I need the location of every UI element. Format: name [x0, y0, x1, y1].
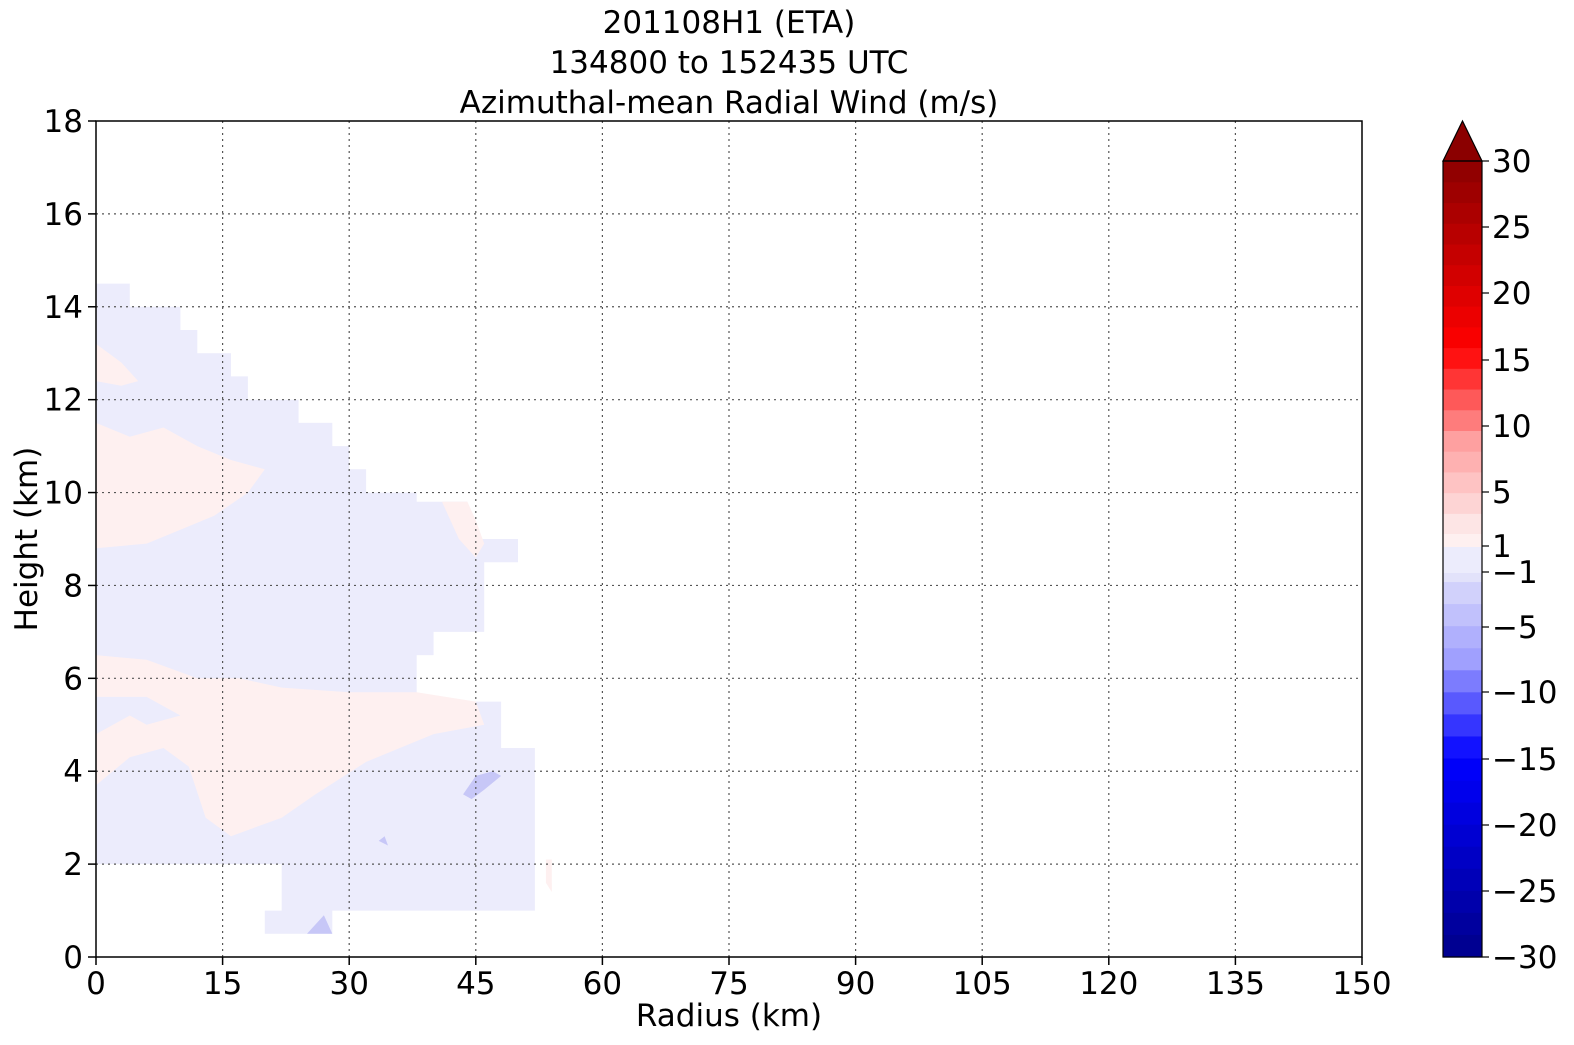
colorbar-segment-negative	[1443, 890, 1482, 914]
colorbar-segment-positive	[1443, 409, 1482, 431]
chart-title: 201108H1 (ETA) 134800 to 152435 UTC Azim…	[460, 5, 999, 121]
y-tick-label: 10	[44, 476, 83, 512]
colorbar-tick-label: 25	[1492, 210, 1531, 246]
region-moderate-negative-blob	[463, 771, 502, 800]
colorbar-segment-negative	[1443, 934, 1482, 958]
x-tick-label: 15	[203, 966, 242, 1002]
colorbar-segment-slight-positive-top	[1443, 534, 1482, 547]
y-tick-label: 8	[63, 568, 83, 604]
colorbar-segment-positive	[1443, 306, 1482, 328]
colorbar-segment-negative	[1443, 714, 1482, 738]
colorbar-tick-label: 5	[1492, 475, 1512, 511]
y-axis-ticks: 0 2 4 6 8 10 12 14 16 18	[44, 104, 96, 976]
colorbar-segment-negative	[1443, 780, 1482, 804]
region-mid-positive-band	[96, 422, 265, 549]
colorbar-segment-slight-negative	[1443, 547, 1482, 573]
colorbar-segment-positive	[1443, 285, 1482, 307]
colorbar-segment-negative	[1443, 868, 1482, 892]
colorbar-segment-positive	[1443, 202, 1482, 224]
colorbar-segment-positive	[1443, 181, 1482, 204]
colorbar-segment-positive	[1443, 430, 1482, 452]
colorbar-segment-positive	[1443, 451, 1482, 473]
x-tick-label: 75	[709, 966, 748, 1002]
colorbar-tick-label: 10	[1492, 409, 1531, 445]
colorbar-segment-positive	[1443, 347, 1482, 369]
y-tick-label: 14	[44, 290, 83, 326]
x-tick-label: 150	[1332, 966, 1391, 1002]
grid-lines	[96, 121, 1362, 957]
colorbar-segment-negative	[1443, 824, 1482, 848]
colorbar-tick-label: −5	[1492, 610, 1538, 646]
y-axis-label: Height (km)	[9, 447, 45, 632]
colorbar-segment-negative	[1443, 582, 1482, 605]
colorbar-segment-negative	[1443, 670, 1482, 693]
colorbar-tick-label: −10	[1492, 675, 1557, 711]
colorbar-tick-label: −20	[1492, 808, 1557, 844]
colorbar-segment-positive	[1443, 513, 1482, 535]
colorbar-segment-positive	[1443, 368, 1482, 390]
y-tick-label: 2	[63, 847, 83, 883]
x-tick-label: 0	[86, 966, 106, 1002]
colorbar-frame	[1442, 160, 1483, 958]
colorbar-tick-label: −25	[1492, 874, 1557, 910]
colorbar-segment-positive	[1443, 388, 1482, 411]
colorbar-segment-positive	[1443, 492, 1482, 514]
y-tick-label: 4	[63, 754, 83, 790]
y-tick-label: 18	[44, 104, 83, 140]
colorbar-segment-negative	[1443, 626, 1482, 649]
colorbar-extend-arrow	[1442, 119, 1483, 162]
colorbar-segment-positive	[1443, 326, 1482, 349]
region-moderate-negative-blob-small	[378, 836, 388, 846]
y-tick-label: 12	[44, 383, 83, 419]
colorbar-segment-negative	[1443, 692, 1482, 715]
colorbar-tick-label: 1	[1492, 529, 1512, 565]
colorbar-tick-label: 20	[1492, 276, 1531, 312]
x-tick-label: 45	[456, 966, 495, 1002]
x-tick-label: 105	[953, 966, 1012, 1002]
colorbar-segment-negative	[1443, 604, 1482, 627]
colorbar-segment-negative	[1443, 912, 1482, 936]
colorbar-segment-positive	[1443, 223, 1482, 245]
x-tick-label: 120	[1079, 966, 1138, 1002]
x-axis-ticks: 0 15 30 45 60 75 90 105 120 135 150	[86, 957, 1392, 1002]
colorbar-segment-positive	[1443, 161, 1482, 183]
colorbar-segment-positive	[1443, 471, 1482, 494]
title-line-2: 134800 to 152435 UTC	[550, 45, 909, 81]
colorbar-segment-negative	[1443, 758, 1482, 782]
colorbar-tick-label: −1	[1492, 555, 1538, 591]
colorbar-tick-label: 30	[1492, 144, 1531, 180]
colorbar-tick-label: 15	[1492, 343, 1531, 379]
y-tick-label: 0	[63, 940, 83, 976]
x-tick-label: 30	[329, 966, 368, 1002]
region-positive-edge-54	[545, 859, 552, 892]
x-tick-label: 135	[1206, 966, 1265, 1002]
colorbar-segment-negative	[1443, 802, 1482, 826]
y-tick-label: 16	[44, 197, 83, 233]
region-positive-patch-45	[442, 501, 485, 558]
x-tick-label: 60	[583, 966, 622, 1002]
region-upper-positive-lobe	[96, 343, 139, 386]
colorbar-tick-label: −15	[1492, 742, 1557, 778]
colorbar-segment-negative	[1443, 846, 1482, 870]
colorbar: 30 25 20 15 10 5 1−1 −5 −10 −15 −20 −25 −30	[1442, 119, 1557, 976]
colorbar-segment-positive	[1443, 243, 1482, 266]
colorbar-segment-negative	[1443, 648, 1482, 671]
x-tick-label: 90	[836, 966, 875, 1002]
region-moderate-negative-bottom	[307, 915, 333, 934]
y-tick-label: 6	[63, 661, 83, 697]
colorbar-segment-negative	[1443, 736, 1482, 760]
colorbar-tick-label: −30	[1492, 940, 1557, 976]
region-low-positive-band	[96, 655, 485, 837]
x-axis-label: Radius (km)	[636, 998, 822, 1034]
colorbar-segment-positive	[1443, 264, 1482, 286]
title-line-1: 201108H1 (ETA)	[603, 5, 856, 41]
title-line-3: Azimuthal-mean Radial Wind (m/s)	[460, 85, 999, 121]
